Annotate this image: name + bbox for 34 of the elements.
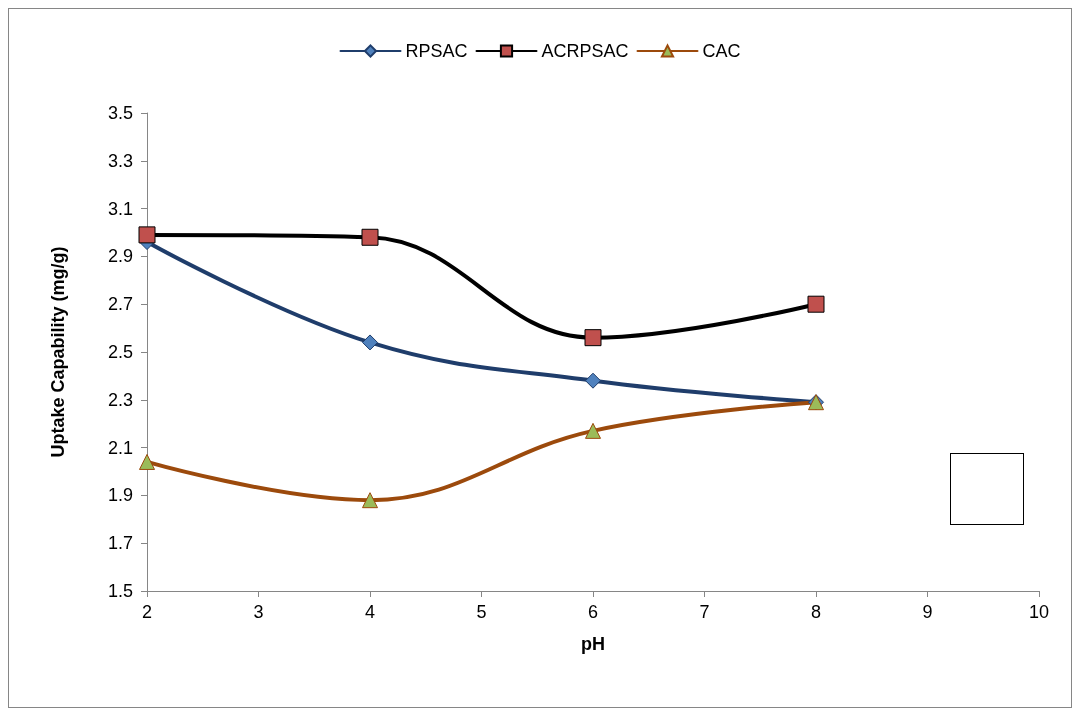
y-axis-title: Uptake Capability (mg/g) bbox=[48, 246, 68, 458]
legend-label: RPSAC bbox=[405, 41, 468, 61]
point bbox=[362, 334, 378, 351]
y-tick-label: 2.1 bbox=[107, 437, 133, 458]
x-tick-label: 4 bbox=[364, 602, 376, 622]
x-tick-label: 5 bbox=[476, 602, 487, 622]
y-tick-label: 1.9 bbox=[107, 485, 133, 506]
y-tick-label: 2.3 bbox=[107, 389, 133, 410]
y-tick-label: 2.7 bbox=[107, 294, 133, 315]
point bbox=[139, 453, 155, 470]
legend-label: ACRPSAC bbox=[541, 41, 629, 61]
y-tick-label: 2.9 bbox=[107, 246, 133, 267]
x-tick-label: 9 bbox=[922, 602, 933, 622]
y-tick-label: 3.3 bbox=[107, 150, 133, 171]
point bbox=[807, 295, 825, 313]
y-tick-label: 1.5 bbox=[107, 581, 133, 601]
point bbox=[362, 492, 378, 509]
y-tick-label: 3.5 bbox=[107, 103, 133, 123]
point bbox=[361, 228, 379, 246]
x-tick-label: 2 bbox=[141, 602, 153, 622]
y-tick-label: 3.1 bbox=[107, 198, 133, 219]
x-axis-title: pH bbox=[581, 634, 605, 654]
point bbox=[584, 329, 602, 347]
x-tick-label: 10 bbox=[1028, 602, 1050, 622]
point bbox=[585, 372, 601, 389]
x-tick-label: 3 bbox=[253, 602, 264, 622]
y-tick-label: 1.7 bbox=[107, 533, 133, 554]
point bbox=[585, 422, 601, 439]
y-tick-label: 2.5 bbox=[107, 342, 133, 362]
legend-label: CAC bbox=[702, 41, 741, 61]
point bbox=[138, 226, 156, 244]
x-tick-label: 7 bbox=[699, 602, 710, 622]
x-tick-label: 6 bbox=[587, 602, 599, 622]
x-tick-label: 8 bbox=[810, 602, 822, 622]
